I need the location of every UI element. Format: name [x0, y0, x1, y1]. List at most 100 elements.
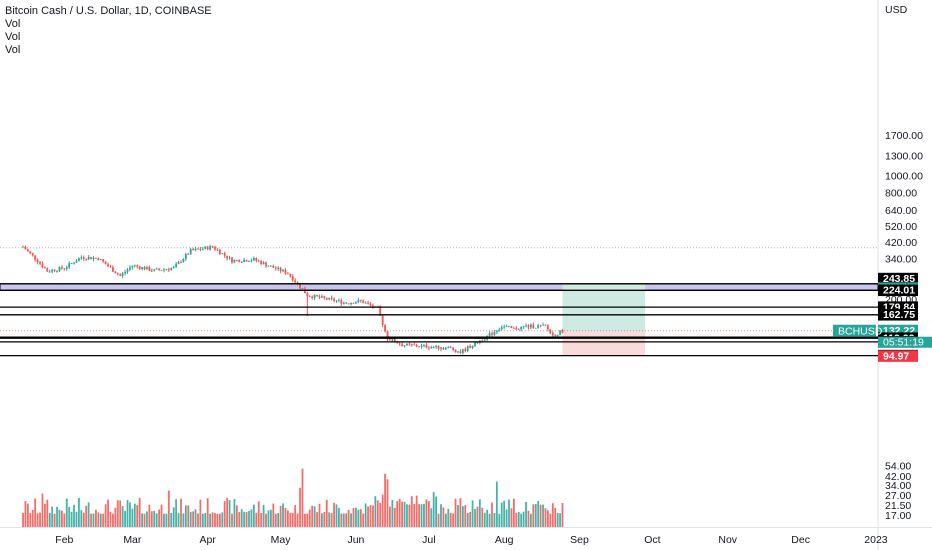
candle-body [350, 302, 352, 304]
candle-body [78, 258, 80, 262]
volume-bar [187, 505, 190, 527]
candle-body [522, 326, 525, 328]
volume-bar [269, 509, 272, 527]
candle-body [413, 344, 416, 346]
candle-body [279, 267, 282, 272]
volume-bar [294, 505, 297, 527]
volume-bar [476, 506, 479, 527]
volume-bar [352, 508, 355, 527]
volume-bar [267, 510, 270, 527]
candle-body [537, 325, 540, 328]
candle-body [172, 267, 175, 269]
volume-bar [432, 492, 435, 527]
candle-body [286, 273, 289, 275]
volume-bar [235, 505, 238, 527]
price-level-tag [878, 284, 918, 297]
volume-bar [308, 509, 311, 527]
candle-body [167, 269, 170, 271]
candle-body [218, 249, 221, 254]
volume-bar [189, 512, 192, 527]
volume-bar [359, 509, 362, 527]
price-level-tag-label: 94.97 [883, 350, 909, 362]
volume-bar [150, 511, 153, 527]
time-tick-label: Mar [123, 534, 142, 546]
time-tick-label: Feb [55, 534, 73, 546]
volume-bar [333, 502, 335, 527]
volume-bar [284, 507, 287, 527]
volume-bar [218, 513, 221, 527]
price-level-tag-label: 162.75 [883, 309, 915, 321]
volume-bar [282, 503, 284, 527]
volume-bar [114, 507, 117, 527]
price-tick-label: 1700.00 [885, 130, 923, 142]
volume-bar [165, 513, 168, 527]
candle-body [294, 280, 297, 283]
candle-body [381, 315, 384, 326]
candle-body [493, 332, 496, 335]
volume-bar [296, 513, 299, 527]
volume-bar [471, 500, 474, 527]
time-tick-label: 2023 [864, 534, 888, 546]
candle-body [119, 274, 122, 276]
volume-tick-label: 34.00 [885, 480, 911, 492]
candle-body [525, 325, 527, 327]
volume-bar [554, 507, 557, 527]
volume-bar [170, 512, 173, 527]
volume-bar [141, 513, 143, 527]
candle-body [284, 269, 287, 274]
candle-body [369, 303, 372, 306]
candle-body [491, 333, 493, 335]
candle-body [515, 328, 518, 330]
volume-bar [427, 501, 430, 527]
candle-body [345, 302, 348, 304]
candle-body [146, 267, 148, 270]
candle-body [517, 329, 520, 331]
volume-bar [313, 506, 316, 527]
volume-bar [512, 498, 515, 527]
volume-bar [478, 499, 481, 527]
volume-bar [39, 512, 41, 527]
volume-bar [192, 511, 195, 527]
volume-bar [483, 512, 486, 527]
candle-body [133, 265, 136, 267]
candle-body [182, 259, 185, 263]
candle-body [233, 259, 236, 263]
volume-bar [408, 504, 411, 527]
volume-bar [146, 511, 148, 527]
volume-bar [561, 503, 564, 527]
candle-body [114, 271, 117, 274]
volume-bar [136, 505, 139, 527]
volume-bar [381, 494, 384, 527]
volume-bar [454, 498, 457, 527]
candle-body [126, 269, 129, 272]
volume-bar [90, 513, 92, 527]
volume-bar [240, 509, 243, 527]
price-tick-label: 800.00 [885, 188, 917, 200]
candle-body [505, 326, 508, 328]
volume-bar [425, 499, 428, 527]
time-tick-label: Oct [644, 534, 660, 546]
volume-bar [214, 513, 216, 527]
volume-bar [549, 513, 552, 527]
candle-body [153, 269, 156, 271]
candle-body [87, 257, 90, 260]
candle-body [209, 246, 212, 250]
candle-body [274, 267, 277, 269]
volume-bar [515, 513, 518, 527]
candle-body [488, 333, 491, 336]
time-tick-label: Jul [422, 534, 435, 546]
candle-body [386, 331, 389, 340]
volume-bar [206, 498, 209, 527]
volume-bar [167, 490, 170, 527]
candle-body [420, 345, 423, 347]
volume-bar [228, 500, 231, 527]
candle-body [90, 257, 92, 260]
candle-body [226, 255, 229, 259]
volume-bar [274, 513, 277, 527]
candle-body [508, 326, 510, 327]
candle-body [347, 303, 350, 305]
candle-body [143, 267, 146, 270]
volume-bar [500, 502, 503, 527]
supply-zone-band [0, 283, 879, 291]
